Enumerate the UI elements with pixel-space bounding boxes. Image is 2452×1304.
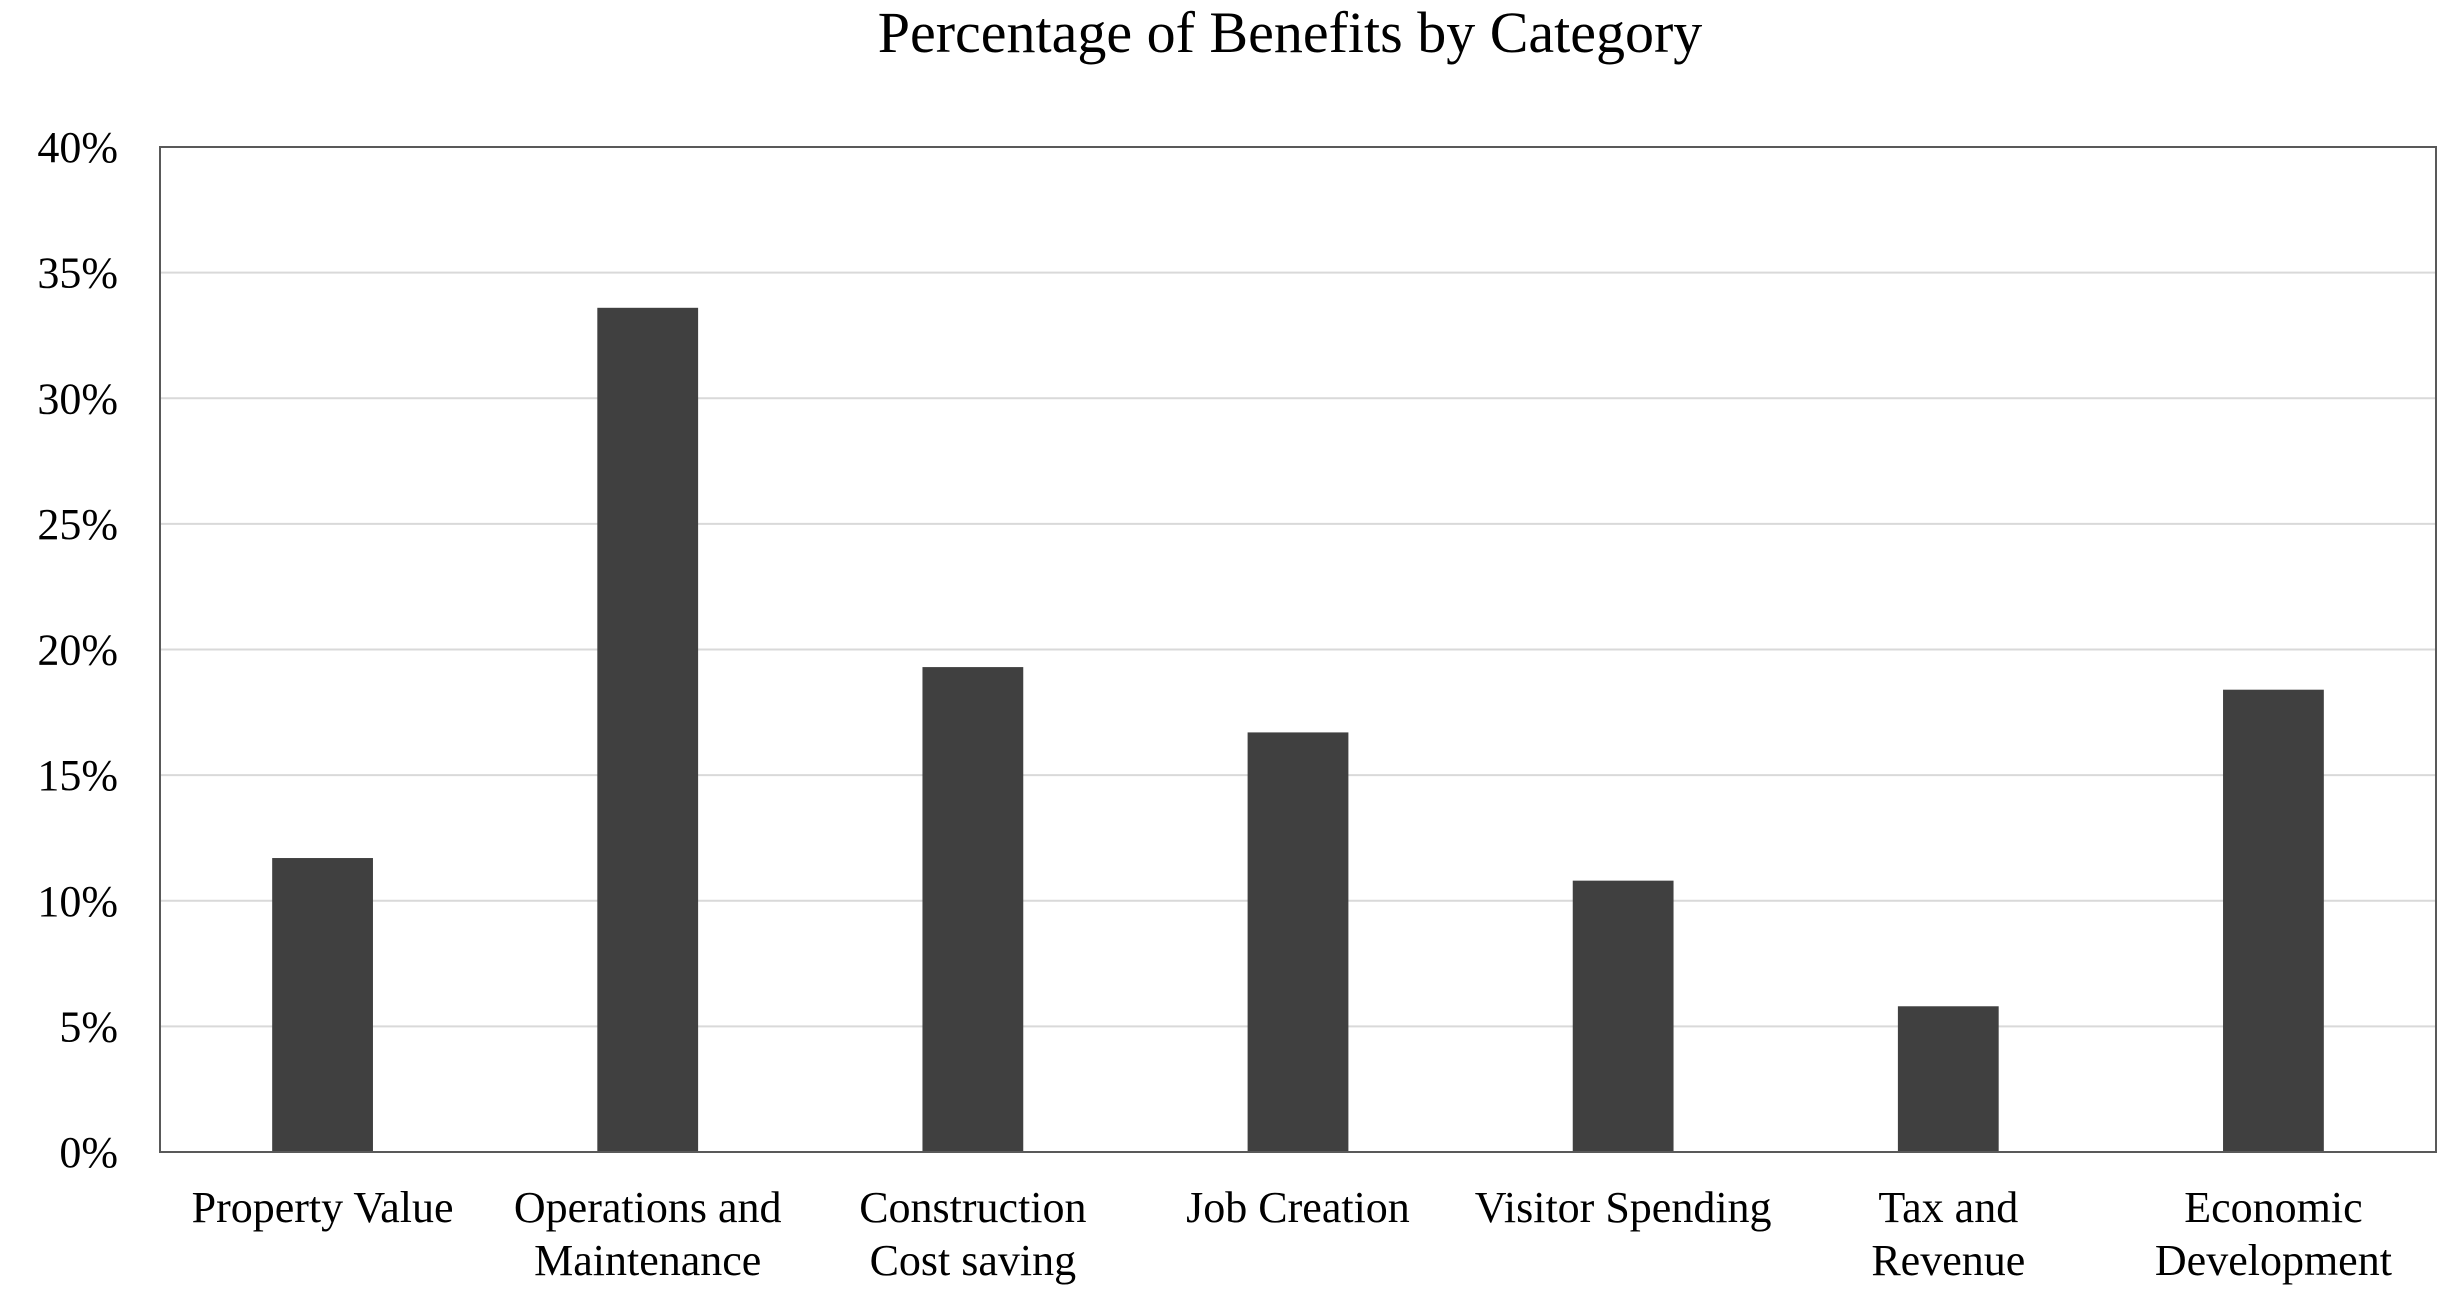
x-tick-label: Development: [2155, 1236, 2392, 1285]
y-tick-label: 5%: [59, 1002, 118, 1051]
y-tick-label: 15%: [37, 751, 118, 800]
bar: [922, 667, 1024, 1152]
bar: [2223, 689, 2324, 1152]
x-tick-label: Visitor Spending: [1475, 1183, 1772, 1232]
y-tick-label: 20%: [37, 626, 118, 675]
x-tick-label: Construction: [859, 1183, 1086, 1232]
bar: [1897, 1006, 1999, 1152]
bars: [272, 307, 2324, 1152]
y-tick-label: 30%: [37, 374, 118, 423]
x-tick-label: Job Creation: [1186, 1183, 1410, 1232]
y-tick-label: 10%: [37, 877, 118, 926]
y-tick-label: 25%: [37, 500, 118, 549]
x-tick-label: Operations and: [514, 1183, 782, 1232]
x-tick-label: Maintenance: [534, 1236, 761, 1285]
bar: [1572, 880, 1674, 1152]
bar: [1247, 732, 1349, 1152]
bar: [597, 307, 699, 1152]
y-tick-label: 0%: [59, 1128, 118, 1177]
chart-title: Percentage of Benefits by Category: [878, 0, 1703, 65]
x-tick-label: Revenue: [1871, 1236, 2025, 1285]
y-tick-label: 35%: [37, 249, 118, 298]
bar: [272, 858, 373, 1152]
x-tick-label: Property Value: [192, 1183, 454, 1232]
x-tick-label: Cost saving: [870, 1236, 1077, 1285]
y-tick-label: 40%: [37, 123, 118, 172]
plot-area-frame: [159, 146, 2437, 1153]
y-axis-tick-labels: 0% 5% 10% 15% 20% 25% 30% 35% 40%: [37, 123, 118, 1177]
x-tick-label: Economic: [2184, 1183, 2362, 1232]
x-tick-label: Tax and: [1878, 1183, 2018, 1232]
